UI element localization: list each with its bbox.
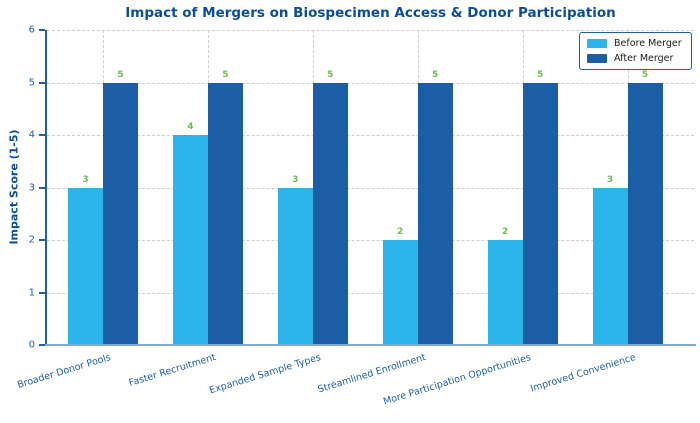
bar-before-merger xyxy=(277,187,313,345)
bar-after-merger xyxy=(312,82,348,345)
bar-value-label: 5 xyxy=(641,69,649,80)
bar-after-merger xyxy=(103,82,138,345)
bar-value-label: 3 xyxy=(606,174,614,185)
bar-value-label: 5 xyxy=(117,69,124,80)
y-tick-mark xyxy=(39,344,45,346)
y-tick-label: 2 xyxy=(28,234,35,246)
gridline-horizontal xyxy=(47,30,694,31)
bar-value-label: 3 xyxy=(82,174,89,185)
y-tick-label: 1 xyxy=(28,287,35,298)
x-tick-label: Faster Recruitment xyxy=(127,352,218,389)
x-tick-label: Broader Donor Pools xyxy=(16,352,113,391)
y-tick-mark xyxy=(39,134,45,136)
legend-item-after-merger: After Merger xyxy=(587,53,682,64)
bar-before-merger xyxy=(382,240,418,345)
bar-value-label: 5 xyxy=(327,69,334,80)
legend-item-before-merger: Before Merger xyxy=(587,38,682,49)
y-tick-mark xyxy=(39,239,45,241)
bar-before-merger xyxy=(487,240,523,345)
bar-after-merger xyxy=(207,82,243,345)
bar-before-merger xyxy=(68,187,103,345)
plot-area: 3 5 4 5 3 5 2 5 2 5 3 5 xyxy=(47,30,694,345)
bar-after-merger xyxy=(627,82,663,345)
bar-value-label: 4 xyxy=(187,122,194,132)
bar-value-label: 2 xyxy=(501,227,509,237)
y-tick-mark xyxy=(39,81,45,84)
gridline-horizontal xyxy=(47,82,694,84)
y-tick-label: 3 xyxy=(28,182,35,193)
y-tick-mark xyxy=(39,29,45,31)
y-tick-label: 5 xyxy=(28,77,35,88)
bar-value-label: 3 xyxy=(292,174,299,185)
legend-swatch xyxy=(587,54,607,63)
legend: Before Merger After Merger xyxy=(579,32,692,70)
y-tick-mark xyxy=(39,186,45,189)
bar-before-merger xyxy=(592,187,628,345)
gridline-horizontal xyxy=(47,292,694,294)
bar-value-label: 5 xyxy=(432,69,439,80)
bar-after-merger xyxy=(522,82,558,345)
y-tick-label: 4 xyxy=(28,129,35,141)
y-tick-label: 6 xyxy=(28,24,35,36)
x-axis-spine xyxy=(45,344,696,346)
chart-title: Impact of Mergers on Biospecimen Access … xyxy=(125,5,616,21)
bar-value-label: 2 xyxy=(397,227,404,237)
y-tick-mark xyxy=(39,291,45,294)
bar-before-merger xyxy=(172,135,208,345)
x-tick-label: Improved Convenience xyxy=(528,352,637,395)
bar-value-label: 5 xyxy=(536,69,544,80)
gridline-horizontal xyxy=(47,135,694,136)
legend-swatch xyxy=(587,39,607,48)
y-axis-spine xyxy=(45,30,47,346)
y-tick-label: 0 xyxy=(28,339,35,351)
bar-after-merger xyxy=(417,82,453,345)
bar-value-label: 5 xyxy=(222,69,229,80)
x-tick-label: Expanded Sample Types xyxy=(208,352,323,397)
legend-label: Before Merger xyxy=(614,38,682,49)
gridline-horizontal xyxy=(47,240,694,241)
legend-label: After Merger xyxy=(614,53,674,64)
gridline-horizontal xyxy=(47,187,694,189)
